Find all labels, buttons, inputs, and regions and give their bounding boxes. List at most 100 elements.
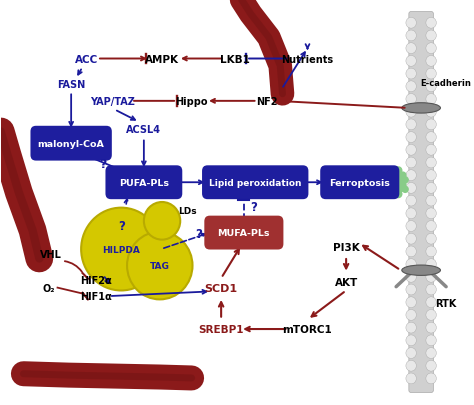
FancyBboxPatch shape [30, 126, 112, 161]
Circle shape [406, 322, 416, 333]
Circle shape [426, 322, 437, 333]
Text: LKB1: LKB1 [220, 54, 250, 64]
Text: TAG: TAG [150, 261, 170, 271]
Circle shape [426, 373, 437, 384]
Text: VHL: VHL [40, 249, 62, 259]
Text: RTK: RTK [436, 298, 457, 308]
Circle shape [426, 272, 437, 283]
Circle shape [426, 158, 437, 168]
FancyBboxPatch shape [320, 166, 399, 200]
Circle shape [406, 348, 416, 358]
Circle shape [426, 335, 437, 346]
Circle shape [426, 259, 437, 270]
Circle shape [406, 82, 416, 92]
Circle shape [406, 360, 416, 371]
Text: AMPK: AMPK [145, 54, 179, 64]
FancyBboxPatch shape [409, 13, 433, 392]
Circle shape [406, 284, 416, 295]
Circle shape [401, 177, 409, 184]
Circle shape [406, 183, 416, 194]
Circle shape [406, 171, 416, 181]
Circle shape [399, 181, 407, 189]
Circle shape [426, 297, 437, 308]
Circle shape [394, 167, 402, 175]
Circle shape [426, 132, 437, 143]
Circle shape [399, 172, 407, 179]
Circle shape [406, 44, 416, 54]
Circle shape [406, 310, 416, 320]
Circle shape [394, 190, 402, 199]
Ellipse shape [402, 103, 440, 114]
Ellipse shape [402, 265, 440, 276]
Circle shape [406, 18, 416, 29]
Circle shape [426, 107, 437, 118]
Circle shape [426, 246, 437, 257]
Circle shape [426, 234, 437, 245]
Text: Lipid peroxidation: Lipid peroxidation [209, 178, 301, 187]
Circle shape [426, 348, 437, 358]
Text: YAP/TAZ: YAP/TAZ [90, 97, 135, 107]
Circle shape [401, 186, 409, 194]
Text: PI3K: PI3K [333, 242, 359, 252]
Circle shape [397, 173, 405, 181]
Circle shape [394, 179, 402, 187]
Text: HILPDA: HILPDA [102, 245, 140, 254]
Text: FASN: FASN [57, 80, 85, 90]
Circle shape [406, 234, 416, 245]
Circle shape [426, 196, 437, 207]
Circle shape [426, 82, 437, 92]
Circle shape [426, 18, 437, 29]
Text: mTORC1: mTORC1 [283, 324, 332, 334]
Circle shape [144, 202, 180, 240]
Circle shape [406, 259, 416, 270]
Text: ACSL4: ACSL4 [127, 125, 161, 135]
Circle shape [426, 310, 437, 320]
Circle shape [406, 297, 416, 308]
Circle shape [406, 145, 416, 156]
Text: SCD1: SCD1 [205, 283, 237, 293]
Text: ACC: ACC [75, 54, 99, 64]
FancyBboxPatch shape [202, 166, 309, 200]
Circle shape [426, 94, 437, 105]
Circle shape [406, 335, 416, 346]
Circle shape [426, 44, 437, 54]
Circle shape [406, 158, 416, 168]
Circle shape [426, 171, 437, 181]
Circle shape [406, 132, 416, 143]
Circle shape [426, 221, 437, 232]
Circle shape [406, 272, 416, 283]
Circle shape [406, 69, 416, 80]
Text: malonyl-CoA: malonyl-CoA [38, 139, 105, 148]
Text: LDs: LDs [178, 207, 196, 215]
Circle shape [127, 232, 192, 300]
Text: ?: ? [250, 201, 257, 214]
Text: Hippo: Hippo [175, 97, 208, 107]
Circle shape [406, 56, 416, 67]
Text: ?: ? [195, 228, 202, 241]
Circle shape [406, 119, 416, 130]
Text: ?: ? [118, 220, 125, 232]
Circle shape [426, 208, 437, 219]
Circle shape [426, 69, 437, 80]
Circle shape [426, 284, 437, 295]
Circle shape [426, 31, 437, 42]
Text: Ferroptosis: Ferroptosis [329, 178, 390, 187]
Circle shape [426, 183, 437, 194]
Text: HIF2α: HIF2α [80, 275, 112, 285]
Circle shape [406, 246, 416, 257]
Circle shape [397, 184, 405, 193]
FancyBboxPatch shape [204, 216, 283, 250]
Circle shape [426, 119, 437, 130]
Circle shape [81, 208, 161, 291]
Circle shape [426, 56, 437, 67]
Circle shape [426, 145, 437, 156]
Circle shape [406, 208, 416, 219]
FancyBboxPatch shape [105, 166, 182, 200]
Text: PUFA-PLs: PUFA-PLs [119, 178, 169, 187]
Circle shape [406, 94, 416, 105]
Circle shape [406, 107, 416, 118]
Text: MUFA-PLs: MUFA-PLs [218, 228, 270, 237]
Text: ?: ? [99, 158, 107, 171]
Text: NF2: NF2 [256, 97, 277, 107]
Text: E-cadherin: E-cadherin [421, 78, 472, 87]
